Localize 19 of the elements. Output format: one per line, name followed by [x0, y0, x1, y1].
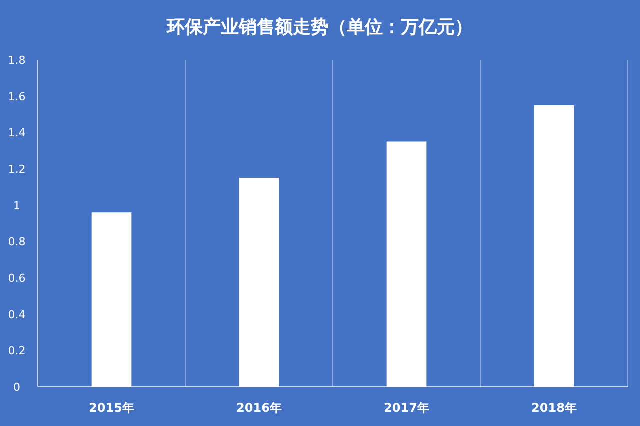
y-tick-label: 1.4 — [8, 126, 26, 140]
y-tick-label: 0.8 — [8, 236, 26, 249]
y-tick-label: 1.6 — [8, 90, 26, 104]
x-tick-label: 2015年 — [89, 401, 134, 415]
y-tick-label: 1.2 — [8, 163, 26, 176]
bar — [239, 178, 280, 387]
y-tick-label: 0.2 — [8, 344, 26, 358]
y-tick-label: 1.8 — [8, 54, 26, 67]
bar — [92, 212, 132, 387]
y-tick-label: 0.4 — [8, 308, 26, 322]
bar — [534, 105, 574, 387]
chart-title: 环保产业销售额走势（单位：万亿元） — [166, 17, 473, 38]
y-tick-label: 0 — [14, 381, 20, 394]
bar — [386, 142, 427, 387]
x-tick-label: 2017年 — [384, 401, 430, 415]
y-tick-label: 1 — [14, 199, 20, 212]
x-tick-label: 2016年 — [236, 401, 282, 415]
x-tick-label: 2018年 — [532, 401, 577, 415]
y-tick-label: 0.6 — [8, 272, 26, 285]
